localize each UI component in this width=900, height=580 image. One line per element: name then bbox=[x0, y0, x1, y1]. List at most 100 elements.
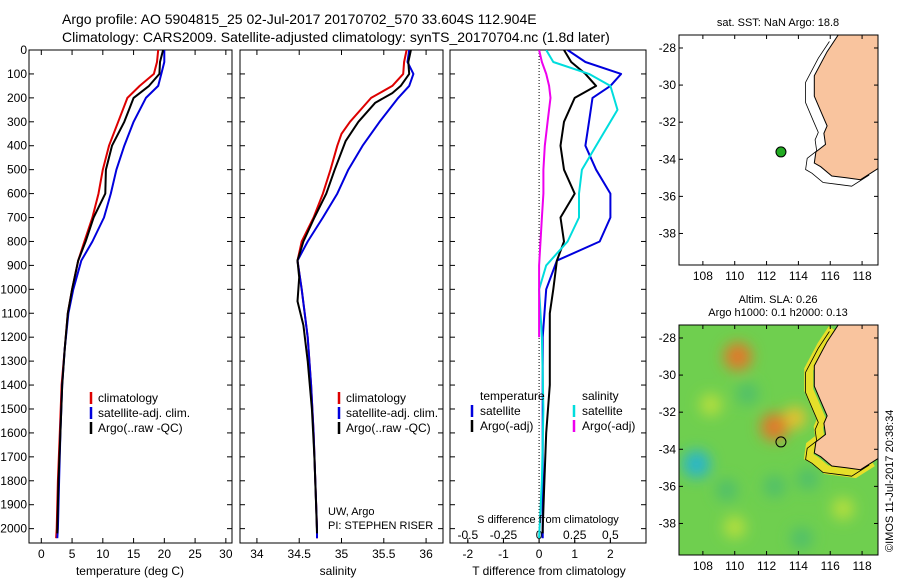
x-tick-label: 108 bbox=[693, 559, 713, 573]
y-tick-label: 1600 bbox=[0, 426, 27, 440]
sla-anomaly-blob bbox=[760, 413, 789, 442]
x-tick-label: 112 bbox=[757, 559, 776, 573]
series-group bbox=[55, 50, 166, 539]
x-tick-label: 116 bbox=[821, 269, 840, 283]
x-tick-label: 110 bbox=[725, 269, 744, 283]
y-tick-label: 1900 bbox=[0, 498, 27, 512]
difference-x2label: S difference from climatology bbox=[477, 514, 619, 526]
legend-label-t-argo: Argo(-adj) bbox=[480, 419, 533, 433]
sla-anomaly-blob bbox=[796, 467, 819, 490]
x-tick-label: 20 bbox=[158, 547, 172, 561]
header-line1: Argo profile: AO 5904815_25 02-Jul-2017 … bbox=[62, 11, 537, 27]
y-tick-label: 1500 bbox=[0, 402, 27, 416]
sla-anomaly-blob bbox=[763, 475, 786, 498]
copyright-stamp: ©IMOS 11-Jul-2017 20:38:34 bbox=[884, 410, 896, 552]
y-tick-label: 300 bbox=[7, 115, 27, 129]
sla-anomaly-blob bbox=[790, 527, 813, 550]
x-tick-label: 110 bbox=[725, 559, 744, 573]
legend-label-s-argo: Argo(-adj) bbox=[582, 419, 635, 433]
y-tick-label: -38 bbox=[659, 226, 677, 240]
y-tick-label: -32 bbox=[659, 115, 677, 129]
float-location-marker bbox=[775, 436, 787, 448]
float-location-marker bbox=[775, 146, 787, 158]
y-tick-label: -30 bbox=[659, 368, 677, 382]
series-line-satellite-adj--clim- bbox=[56, 50, 166, 539]
legend-label-s-satellite: satellite bbox=[582, 404, 623, 418]
y-tick-label: 700 bbox=[7, 211, 27, 225]
series-line-salinity-argo--adj- bbox=[538, 50, 552, 338]
y-tick-label: -36 bbox=[659, 479, 677, 493]
legend-group-salinity: salinity bbox=[582, 389, 619, 403]
x-tick-label: 5 bbox=[69, 547, 76, 561]
legend-label-climatology: climatology bbox=[346, 391, 406, 405]
x-tick-label: 114 bbox=[789, 559, 808, 573]
y-tick-label: -30 bbox=[659, 78, 677, 92]
y-tick-label: 1100 bbox=[1, 306, 27, 320]
series-group bbox=[538, 50, 623, 539]
x2-tick-label: 0.5 bbox=[602, 528, 619, 542]
x-tick-label: 34.5 bbox=[288, 547, 312, 561]
y-tick-label: 200 bbox=[7, 91, 27, 105]
map-content bbox=[805, 35, 878, 187]
legend-label-satellite: satellite-adj. clim. bbox=[346, 406, 438, 420]
sst-map: 108 110 112 114 116 118 -28 -30 -32 -34 -36 -38 bbox=[659, 35, 878, 283]
x-tick-label: 36 bbox=[419, 547, 433, 561]
sla-map-title-line1: Altim. SLA: 0.26 bbox=[739, 294, 818, 306]
difference-xlabel: T difference from climatology bbox=[472, 564, 626, 578]
temperature-plot: 0 5 10 15 20 25 30 bbox=[29, 49, 233, 561]
x-tick-label: 114 bbox=[789, 269, 808, 283]
series-line-argo---raw--qc- bbox=[296, 50, 412, 534]
legend-label-argo: Argo(..raw -QC) bbox=[98, 421, 183, 435]
legend-group-temperature: temperature bbox=[480, 389, 545, 403]
x-tick-label: 112 bbox=[757, 269, 776, 283]
y-tick-label: -34 bbox=[659, 152, 677, 166]
x-tick-label: -2 bbox=[462, 547, 473, 561]
y-tick-label: -34 bbox=[659, 442, 677, 456]
y-tick-label: 1400 bbox=[0, 378, 27, 392]
y-tick-label: 600 bbox=[7, 187, 27, 201]
x-tick-label: 10 bbox=[96, 547, 110, 561]
x-tick-label: 1 bbox=[571, 547, 578, 561]
difference-panel-frame bbox=[449, 49, 647, 544]
y-tick-label: 900 bbox=[7, 258, 27, 272]
sla-anomaly-blob bbox=[715, 479, 738, 502]
legend-label-argo: Argo(..raw -QC) bbox=[346, 421, 431, 435]
x-tick-label: 25 bbox=[188, 547, 202, 561]
x-tick-label: 35.5 bbox=[372, 547, 396, 561]
y-tick-label: 1200 bbox=[0, 330, 27, 344]
x2-tick-label: -0.25 bbox=[490, 528, 518, 542]
sla-anomaly-blob bbox=[831, 497, 854, 520]
sla-map-frame bbox=[678, 324, 879, 556]
header-line2: Climatology: CARS2009. Satellite-adjuste… bbox=[62, 29, 610, 45]
x-tick-label: 2 bbox=[607, 547, 614, 561]
y-tick-label: 100 bbox=[7, 67, 27, 81]
salinity-plot: 34 34.5 35 35.5 36 bbox=[240, 49, 443, 561]
y-tick-label: 800 bbox=[7, 234, 27, 248]
sla-map-title-line2: Argo h1000: 0.1 h2000: 0.13 bbox=[708, 307, 847, 319]
x2-tick-label: 0.25 bbox=[563, 528, 587, 542]
y-tick-label: -28 bbox=[659, 41, 677, 55]
x-tick-label: 35 bbox=[335, 547, 349, 561]
bathymetry-contour bbox=[805, 331, 870, 477]
y-tick-label: -32 bbox=[659, 405, 677, 419]
sla-anomaly-blob bbox=[784, 406, 807, 429]
y-tick-label: -28 bbox=[659, 331, 677, 345]
pi-annotation-line2: PI: STEPHEN RISER bbox=[328, 520, 433, 532]
x-tick-label: -1 bbox=[498, 547, 509, 561]
y-tick-label: 1300 bbox=[0, 354, 27, 368]
land bbox=[813, 35, 878, 181]
x-tick-label: 34 bbox=[250, 547, 264, 561]
x-tick-label: 118 bbox=[853, 269, 872, 283]
y-tick-label: -36 bbox=[659, 189, 677, 203]
salinity-legend: climatology satellite-adj. clim. Argo(..… bbox=[337, 391, 438, 435]
difference-legend: temperature salinity satellite Argo(-adj… bbox=[470, 389, 635, 433]
temperature-xlabel: temperature (deg C) bbox=[76, 564, 184, 578]
salinity-panel-frame bbox=[239, 49, 444, 544]
x-tick-label: 118 bbox=[853, 559, 872, 573]
series-line-salinity-satellite bbox=[538, 50, 619, 539]
sla-anomaly-blob bbox=[723, 342, 752, 371]
salinity-xlabel: salinity bbox=[320, 564, 357, 578]
sla-anomaly-blob bbox=[723, 516, 746, 539]
pi-annotation-line1: UW, Argo bbox=[328, 506, 374, 518]
